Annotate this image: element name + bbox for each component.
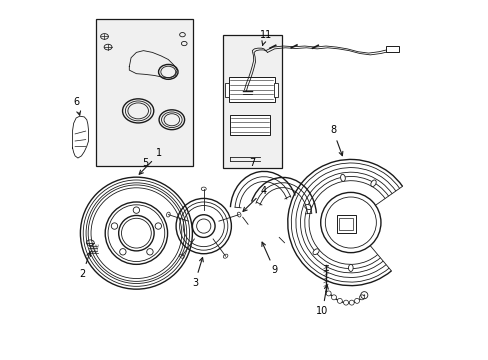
Circle shape	[337, 298, 342, 303]
Ellipse shape	[370, 180, 375, 186]
Bar	[223, 35, 281, 168]
Ellipse shape	[312, 249, 319, 255]
Text: 1: 1	[139, 148, 162, 174]
Circle shape	[354, 298, 359, 303]
Text: 5: 5	[142, 158, 148, 168]
Bar	[228, 77, 274, 102]
Circle shape	[359, 295, 364, 300]
Text: 9: 9	[262, 242, 277, 275]
Ellipse shape	[340, 174, 345, 181]
Text: 8: 8	[329, 125, 342, 156]
Ellipse shape	[348, 264, 352, 271]
Circle shape	[343, 300, 348, 305]
Bar	[96, 19, 193, 166]
Bar	[386, 46, 398, 53]
Ellipse shape	[304, 204, 311, 210]
Bar	[229, 115, 270, 135]
Text: 2: 2	[79, 252, 90, 279]
Text: 4: 4	[243, 186, 266, 211]
Bar	[224, 82, 229, 97]
Bar	[336, 215, 355, 233]
Circle shape	[325, 291, 330, 296]
Text: 7: 7	[249, 158, 255, 168]
Text: 11: 11	[259, 30, 271, 45]
Circle shape	[331, 295, 336, 300]
Text: 10: 10	[316, 285, 328, 316]
Text: 6: 6	[73, 97, 81, 115]
Text: 3: 3	[191, 257, 203, 288]
Bar	[339, 218, 352, 230]
Bar	[273, 82, 278, 97]
Circle shape	[348, 300, 353, 305]
